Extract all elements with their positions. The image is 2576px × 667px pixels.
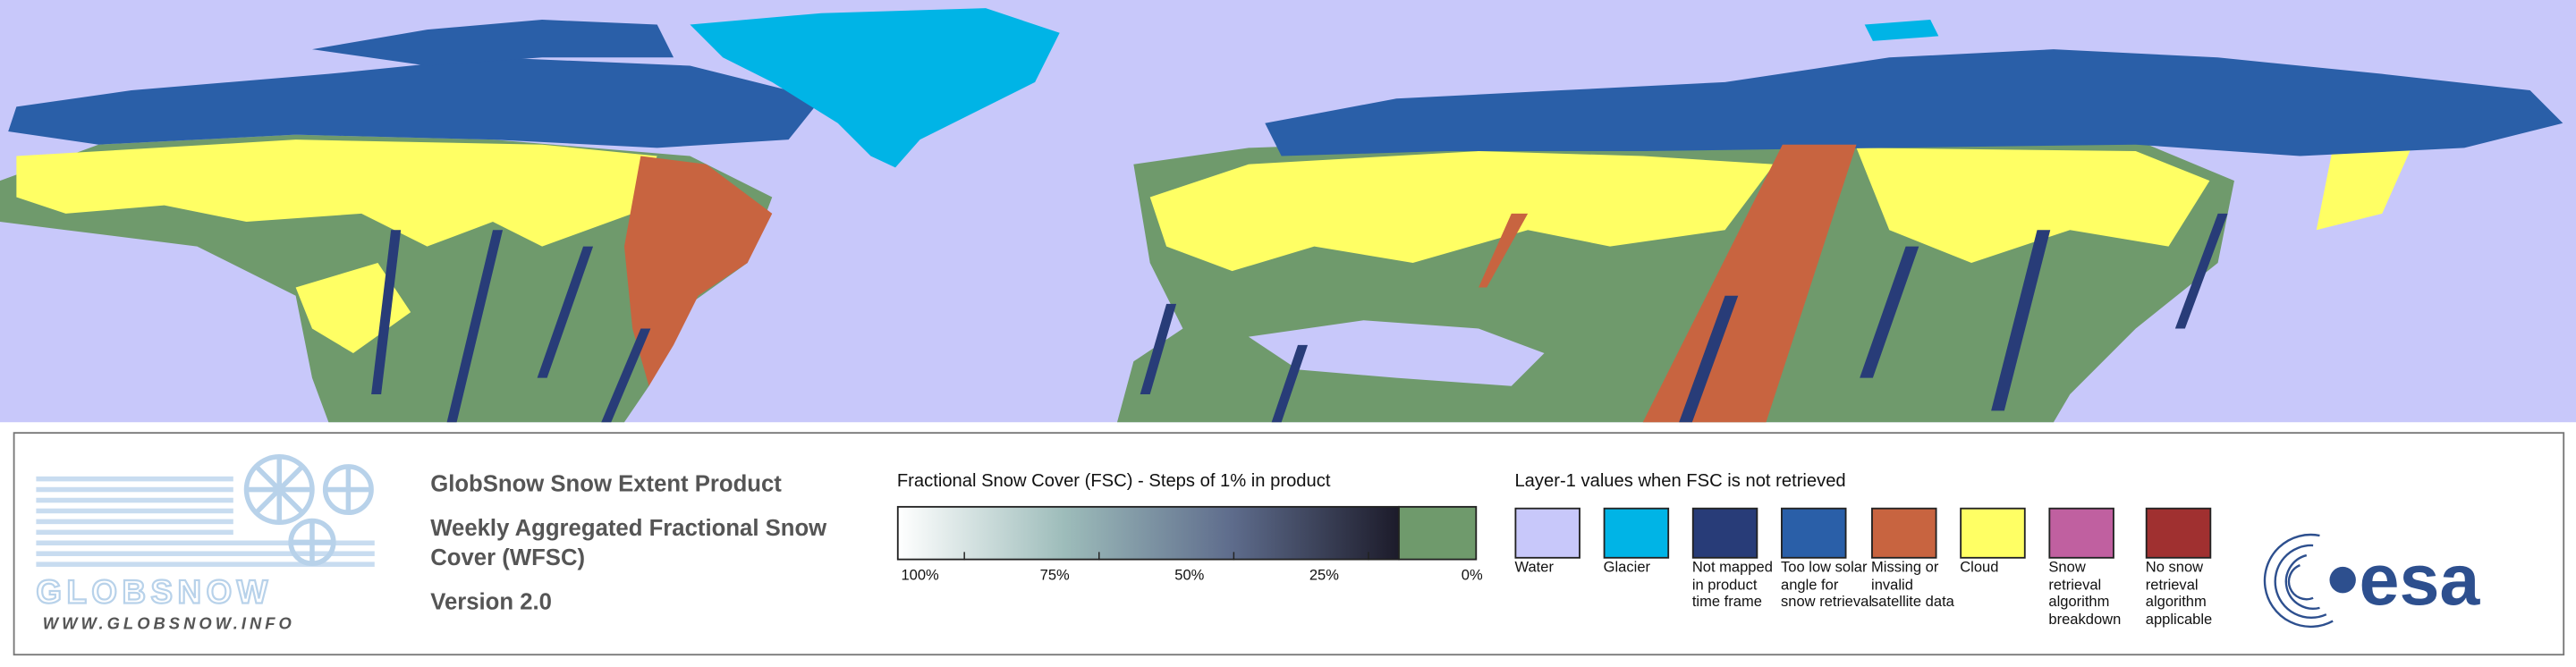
logo-brand: GLOBSNOW (36, 573, 272, 610)
arctic-band (1265, 49, 2563, 156)
fsc-tick-label: 50% (1174, 567, 1204, 584)
fsc-tick-label: 25% (1309, 567, 1339, 584)
fsc-tick-label: 100% (901, 567, 939, 584)
cloud-area (16, 139, 657, 247)
swatch-label-box: Snow retrieval algorithm breakdown (2048, 558, 2122, 627)
map (0, 0, 2576, 423)
swatch-label: No snow retrieval algorithm applicable (2145, 558, 2213, 627)
swatch-label: Too low solar angle for snow retrieval (1781, 558, 1873, 610)
not-mapped (1140, 303, 1177, 394)
cloud-area (1149, 151, 1775, 272)
swatch (1603, 507, 1670, 559)
fsc-gradient (896, 505, 1400, 561)
not-mapped (2174, 213, 2228, 329)
not-mapped (601, 328, 651, 423)
product-version: Version 2.0 (430, 590, 552, 615)
swatch-label: Snow retrieval algorithm breakdown (2048, 558, 2122, 627)
logo-stripe (36, 486, 233, 493)
greenland (690, 8, 1060, 168)
cloud-area (1856, 148, 2210, 263)
esa-text: esa (2360, 540, 2481, 621)
cloud-area (2316, 139, 2415, 231)
swatch-label: Missing or invalid satellite data (1871, 558, 1954, 610)
glacier (1864, 20, 1939, 41)
logo-stripe (36, 551, 375, 556)
swatch (1960, 507, 2026, 559)
logo-stripe (36, 540, 375, 546)
swatch-label: Water (1514, 558, 1554, 576)
logo-url: WWW.GLOBSNOW.INFO (43, 614, 295, 633)
fsc-title: Fractional Snow Cover (FSC) - Steps of 1… (897, 471, 1331, 491)
not-mapped (371, 230, 402, 394)
swatch-label-box: Water (1514, 558, 1554, 576)
logo: GLOBSNOW WWW.GLOBSNOW.INFO (35, 454, 375, 633)
missing-area (1642, 144, 1857, 423)
swatch (1781, 507, 1847, 559)
arctic-band (8, 57, 822, 148)
swatch-label: Cloud (1960, 558, 1999, 576)
swatch-label: Not mapped in product time frame (1691, 558, 1773, 610)
not-mapped (1679, 295, 1739, 423)
arctic-islands (311, 20, 674, 66)
swatch-label-box: Cloud (1960, 558, 1999, 576)
swatch (2048, 507, 2114, 559)
swatch-label-box: Missing or invalid satellite data (1871, 558, 1954, 610)
water-body (1248, 320, 1545, 386)
logo-stripe (36, 519, 233, 525)
swatch-label-box: Glacier (1603, 558, 1651, 576)
swatch-label-box: No snow retrieval algorithm applicable (2145, 558, 2213, 627)
layer1-title: Layer-1 values when FSC is not retrieved (1514, 471, 1845, 491)
swatch (1691, 507, 1758, 559)
layer1-items: Water Glacier Not mapped in product time f… (1514, 507, 2213, 627)
not-mapped (1991, 230, 2051, 411)
esa-logo: esa (2263, 533, 2481, 629)
missing-area (623, 156, 773, 386)
swatch (1871, 507, 1937, 559)
not-mapped (446, 230, 504, 423)
not-mapped (1860, 246, 1919, 378)
product-subtitle-box: Weekly Aggregated Fractional Snow Cover … (430, 514, 827, 570)
swatch (1514, 507, 1580, 559)
fsc-zero (1398, 505, 1478, 561)
logo-stripes (36, 476, 375, 567)
fsc-tick-label: 75% (1040, 567, 1070, 584)
logo-stripe (36, 497, 233, 503)
product-title: GlobSnow Snow Extent Product (430, 471, 782, 496)
swatch-label-box: Not mapped in product time frame (1691, 558, 1773, 610)
logo-stripe (36, 561, 375, 567)
swatch-label-box: Too low solar angle for snow retrieval (1781, 558, 1873, 610)
not-mapped (1271, 344, 1309, 423)
logo-stripe (36, 508, 233, 514)
fsc-ticks: 100% 75% 50% 25% 0% (901, 552, 1483, 584)
not-mapped (537, 246, 594, 378)
logo-stripe (36, 476, 233, 482)
swatch (2145, 507, 2212, 559)
missing-area (1479, 213, 1529, 288)
product-subtitle: Weekly Aggregated Fractional Snow Cover … (430, 514, 827, 570)
swatch-label: Glacier (1603, 558, 1651, 576)
logo-stripe (36, 529, 233, 536)
fsc-tick-label: 0% (1462, 567, 1483, 584)
snowflakes (243, 454, 374, 566)
